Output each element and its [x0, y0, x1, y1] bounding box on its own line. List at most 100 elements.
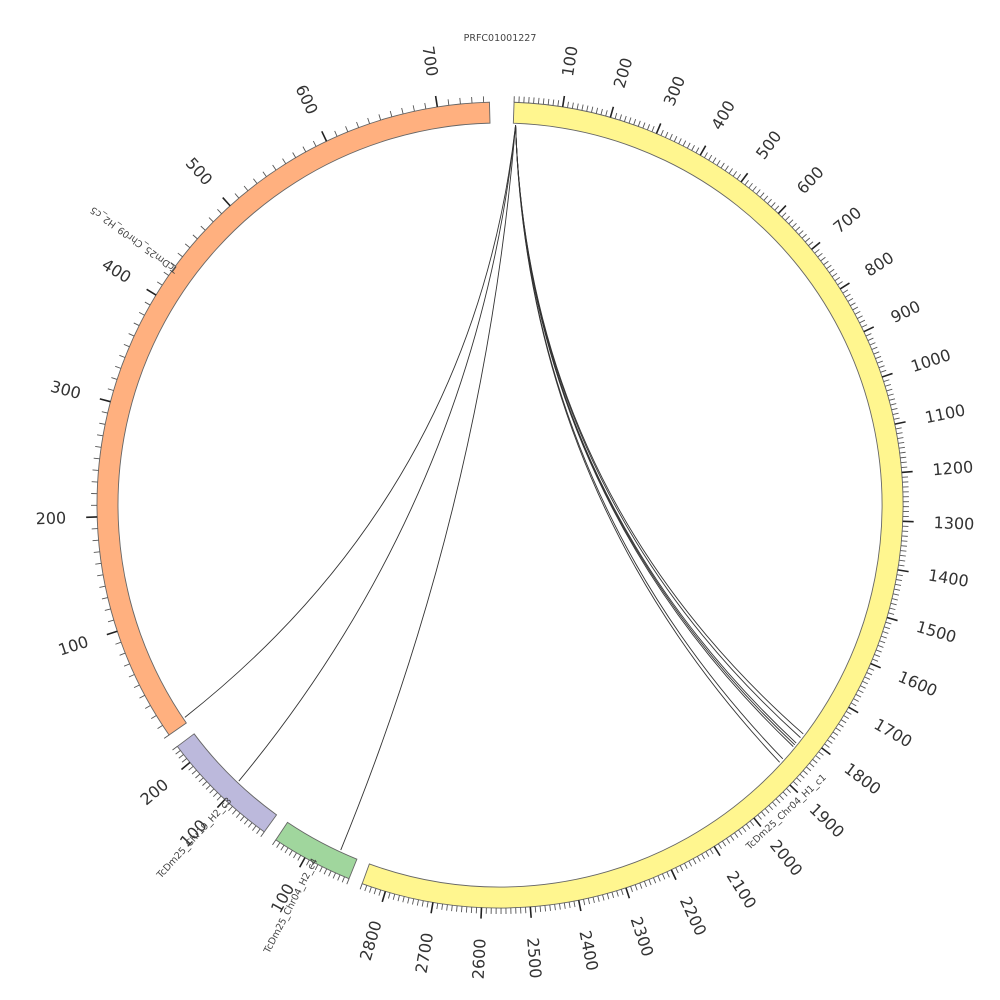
minor-tick [637, 120, 641, 127]
minor-tick [144, 705, 151, 709]
major-tick [480, 907, 483, 919]
minor-tick [139, 694, 145, 699]
minor-tick [157, 724, 163, 730]
minor-tick [705, 851, 710, 857]
minor-tick [857, 689, 864, 694]
minor-tick [809, 762, 815, 768]
minor-tick [890, 602, 897, 606]
minor-tick [749, 820, 755, 826]
minor-tick [774, 205, 780, 211]
minor-tick [662, 873, 666, 880]
minor-tick [901, 540, 908, 542]
minor-tick [369, 886, 372, 893]
minor-tick [378, 114, 382, 121]
minor-tick [568, 901, 571, 909]
minor-tick [138, 312, 145, 316]
minor-tick [874, 654, 881, 658]
minor-tick [426, 901, 429, 908]
minor-tick [552, 99, 555, 106]
minor-tick [628, 117, 632, 124]
minor-tick [763, 195, 769, 201]
minor-tick [345, 126, 349, 133]
links-layer [184, 125, 804, 851]
minor-tick [657, 875, 661, 882]
minor-tick [178, 754, 184, 759]
minor-tick [860, 685, 866, 689]
minor-tick [900, 550, 907, 552]
minor-tick [895, 583, 902, 586]
major-tick [713, 845, 721, 857]
minor-tick [239, 816, 245, 822]
minor-tick [782, 791, 788, 797]
minor-tick [859, 319, 866, 324]
minor-tick [559, 903, 561, 910]
minor-tick [889, 607, 896, 611]
major-tick [811, 241, 821, 250]
minor-tick [879, 640, 886, 644]
tick-label: 800 [861, 248, 897, 280]
minor-tick [869, 342, 876, 346]
minor-tick [623, 115, 627, 122]
minor-tick [356, 121, 360, 128]
minor-tick [900, 456, 907, 459]
minor-tick [592, 897, 595, 904]
minor-tick [293, 852, 297, 859]
minor-tick [416, 899, 419, 906]
minor-tick [709, 848, 714, 855]
minor-tick [97, 574, 104, 577]
tick-label: 1200 [932, 457, 974, 479]
minor-tick [653, 877, 657, 884]
major-tick [848, 706, 859, 714]
tick-label: 100 [558, 45, 582, 78]
minor-tick [547, 98, 550, 105]
minor-tick [163, 271, 169, 276]
minor-tick [893, 417, 900, 420]
minor-tick [866, 672, 873, 676]
tick-label: 2300 [627, 914, 658, 959]
minor-tick [835, 727, 841, 732]
link-4 [515, 125, 784, 760]
minor-tick [823, 260, 829, 266]
link-0 [184, 125, 517, 718]
minor-tick [889, 398, 896, 401]
minor-tick [888, 612, 895, 615]
minor-tick [748, 182, 753, 189]
minor-tick [864, 676, 871, 680]
minor-tick [901, 466, 908, 469]
minor-tick [873, 351, 880, 355]
minor-tick [880, 635, 887, 639]
minor-tick [292, 152, 297, 158]
minor-tick [850, 702, 857, 707]
minor-tick [802, 770, 808, 775]
minor-tick [537, 97, 540, 104]
minor-tick [616, 890, 619, 897]
minor-tick [831, 272, 838, 278]
minor-tick [544, 905, 547, 912]
tick-label: 2100 [723, 868, 761, 913]
link-2 [340, 125, 517, 851]
minor-tick [842, 289, 849, 294]
segment-name-label: TcDm25_Chr19_H2_c3 [154, 796, 234, 882]
minor-tick [886, 388, 893, 392]
minor-tick [900, 545, 907, 547]
minor-tick [696, 856, 701, 862]
tick-label: 2200 [676, 894, 711, 939]
major-tick [381, 891, 387, 903]
tick-label: 900 [888, 297, 924, 327]
minor-tick [785, 215, 790, 221]
minor-tick [614, 112, 618, 119]
minor-tick [123, 343, 130, 348]
minor-tick [202, 781, 208, 786]
minor-tick [107, 619, 114, 623]
minor-tick [722, 840, 727, 847]
minor-tick [272, 164, 277, 171]
minor-tick [323, 868, 328, 875]
minor-tick [781, 212, 787, 218]
segments-layer [96, 101, 904, 909]
minor-tick [460, 906, 463, 913]
minor-tick [95, 562, 102, 565]
tick-label: 2800 [356, 918, 386, 962]
minor-tick [871, 346, 878, 350]
minor-tick [688, 860, 693, 867]
minor-tick [887, 393, 894, 397]
